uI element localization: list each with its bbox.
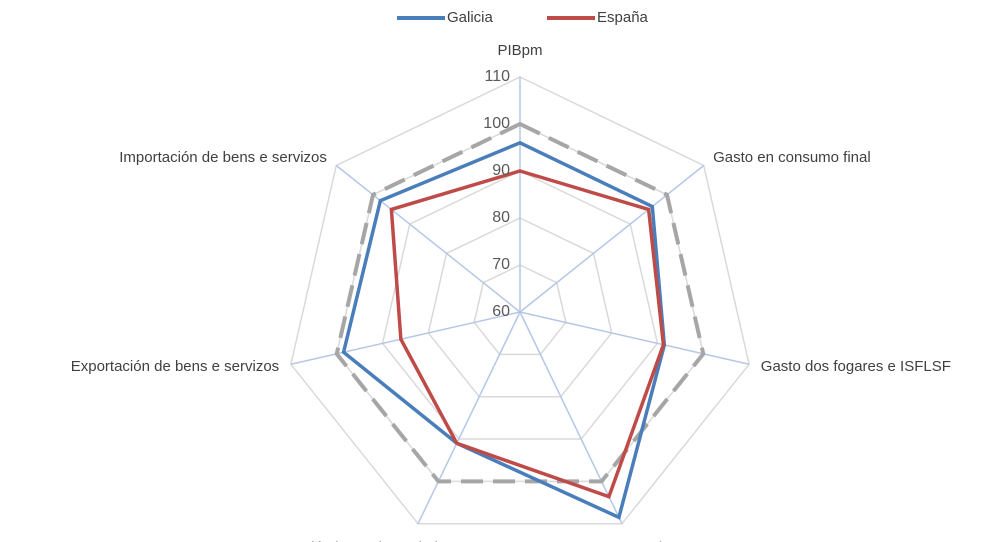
legend-label: Galicia bbox=[447, 9, 494, 26]
grid-ring bbox=[290, 76, 750, 525]
grid-ring bbox=[427, 217, 613, 398]
grid-ring bbox=[335, 123, 705, 483]
spoke bbox=[519, 311, 623, 525]
legend-label: España bbox=[597, 9, 649, 26]
grid-ring bbox=[473, 264, 567, 356]
series-line bbox=[389, 169, 666, 499]
category-label: PIBpm bbox=[497, 42, 542, 59]
grid-ring bbox=[381, 170, 659, 440]
spoke bbox=[519, 164, 705, 313]
spoke bbox=[417, 311, 521, 525]
category-label: Exportación de bens e servizos bbox=[71, 358, 279, 375]
tick-label: 100 bbox=[483, 115, 510, 132]
category-label: Importación de bens e servizos bbox=[119, 149, 327, 166]
series-line bbox=[341, 140, 667, 520]
spoke bbox=[335, 164, 521, 313]
category-label: Formación bruta de capital bbox=[260, 540, 438, 542]
spoke bbox=[519, 311, 750, 366]
tick-label: 70 bbox=[492, 256, 510, 273]
category-label: Gasto dos fogares e ISFLSF bbox=[761, 358, 951, 375]
tick-label: 110 bbox=[484, 68, 510, 85]
tick-label: 80 bbox=[492, 209, 510, 226]
category-label: Gasto en consumo final bbox=[713, 149, 871, 166]
spoke bbox=[290, 311, 521, 366]
tick-label: 90 bbox=[492, 162, 510, 179]
category-label: Gastos das AA.PP. bbox=[602, 540, 728, 542]
tick-label: 60 bbox=[492, 303, 510, 320]
